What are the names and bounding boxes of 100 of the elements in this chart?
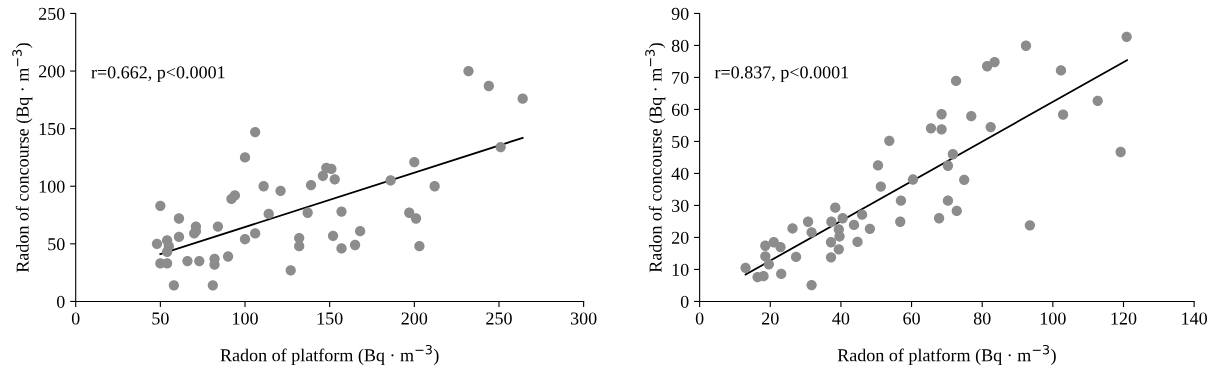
point xyxy=(826,216,837,227)
y-tick-label: 200 xyxy=(38,65,65,78)
y-tick-label: 40 xyxy=(671,167,689,180)
x-tick-label: 20 xyxy=(762,312,779,325)
point xyxy=(194,255,205,267)
point xyxy=(787,223,798,234)
point xyxy=(229,190,241,201)
point xyxy=(942,160,954,171)
point xyxy=(168,280,180,291)
x-tick-label: 60 xyxy=(903,312,920,325)
point xyxy=(985,121,996,133)
point xyxy=(212,221,224,232)
point xyxy=(936,124,947,135)
point xyxy=(155,200,166,211)
point xyxy=(989,56,1000,68)
point xyxy=(834,231,845,242)
point xyxy=(872,160,884,171)
point xyxy=(837,213,848,224)
point xyxy=(463,65,474,77)
point xyxy=(760,251,771,262)
y-tick-label: 70 xyxy=(672,71,689,84)
point xyxy=(825,252,837,263)
point xyxy=(239,152,251,163)
point xyxy=(947,149,959,160)
x-tick-label: 80 xyxy=(973,312,991,325)
point xyxy=(1024,220,1036,231)
x-tick-label: 0 xyxy=(71,312,80,325)
point xyxy=(410,213,422,224)
point xyxy=(830,202,841,213)
point xyxy=(151,238,163,249)
point xyxy=(852,236,863,248)
point xyxy=(517,93,528,104)
annotation: r=0.662, p<0.0001 xyxy=(91,66,225,83)
x-axis-title: Radon of platform (Bq · m$^{−3}$) xyxy=(837,344,1056,366)
y-tick-label: 0 xyxy=(680,295,689,308)
point xyxy=(1121,31,1132,42)
point xyxy=(833,244,844,255)
annotation: r=0.837, p<0.0001 xyxy=(714,66,849,83)
y-tick-label: 20 xyxy=(671,231,689,244)
point xyxy=(173,213,185,224)
point xyxy=(182,255,193,267)
point xyxy=(305,179,317,191)
point xyxy=(951,205,962,217)
y-tick-label: 10 xyxy=(672,263,689,276)
point xyxy=(355,226,366,237)
y-tick-label: 90 xyxy=(671,7,689,20)
x-tick-label: 120 xyxy=(1111,312,1137,325)
y-tick-label: 80 xyxy=(671,39,689,52)
point xyxy=(895,216,906,227)
point xyxy=(336,206,347,217)
point xyxy=(864,223,876,234)
point xyxy=(959,174,970,185)
point xyxy=(222,251,234,262)
point xyxy=(429,181,440,192)
point xyxy=(336,243,347,254)
point xyxy=(775,241,786,253)
point xyxy=(806,279,817,291)
point xyxy=(409,156,420,168)
point xyxy=(933,213,945,224)
y-tick-label: 150 xyxy=(39,122,65,136)
point xyxy=(895,195,907,206)
point xyxy=(1115,146,1126,158)
point xyxy=(856,209,868,220)
point xyxy=(302,207,313,218)
point xyxy=(875,181,886,192)
x-axis-title: Radon of platform (Bq · m$^{−3}$) xyxy=(220,344,439,366)
y-axis-title: Radon of concourse (Bq · m$^{−3}$) xyxy=(645,43,666,273)
y-tick-label: 50 xyxy=(672,135,689,148)
point xyxy=(763,259,775,270)
x-tick-label: 0 xyxy=(695,312,704,325)
point xyxy=(207,280,218,291)
y-tick-label: 60 xyxy=(671,103,689,116)
point xyxy=(495,141,506,153)
point xyxy=(848,219,860,231)
x-tick-label: 200 xyxy=(401,312,428,325)
point xyxy=(740,262,751,273)
point xyxy=(317,170,329,182)
point xyxy=(275,185,286,196)
y-tick-label: 0 xyxy=(56,295,65,308)
point xyxy=(404,207,415,218)
point xyxy=(285,265,296,276)
point xyxy=(239,234,251,245)
x-tick-label: 250 xyxy=(486,312,512,325)
point xyxy=(884,135,895,146)
point xyxy=(385,175,396,186)
y-tick-label: 30 xyxy=(672,199,689,212)
point xyxy=(1020,40,1032,51)
point xyxy=(802,216,814,227)
y-axis-title: Radon of concourse (Bq · m$^{−3}$) xyxy=(12,43,33,273)
point xyxy=(263,208,274,220)
point xyxy=(950,75,962,87)
point xyxy=(329,174,340,185)
y-tick-label: 250 xyxy=(38,7,65,20)
point xyxy=(966,111,977,122)
point xyxy=(942,195,954,206)
point xyxy=(414,240,425,252)
point xyxy=(790,251,802,263)
point xyxy=(760,240,771,251)
point xyxy=(776,268,787,280)
point xyxy=(936,109,947,120)
